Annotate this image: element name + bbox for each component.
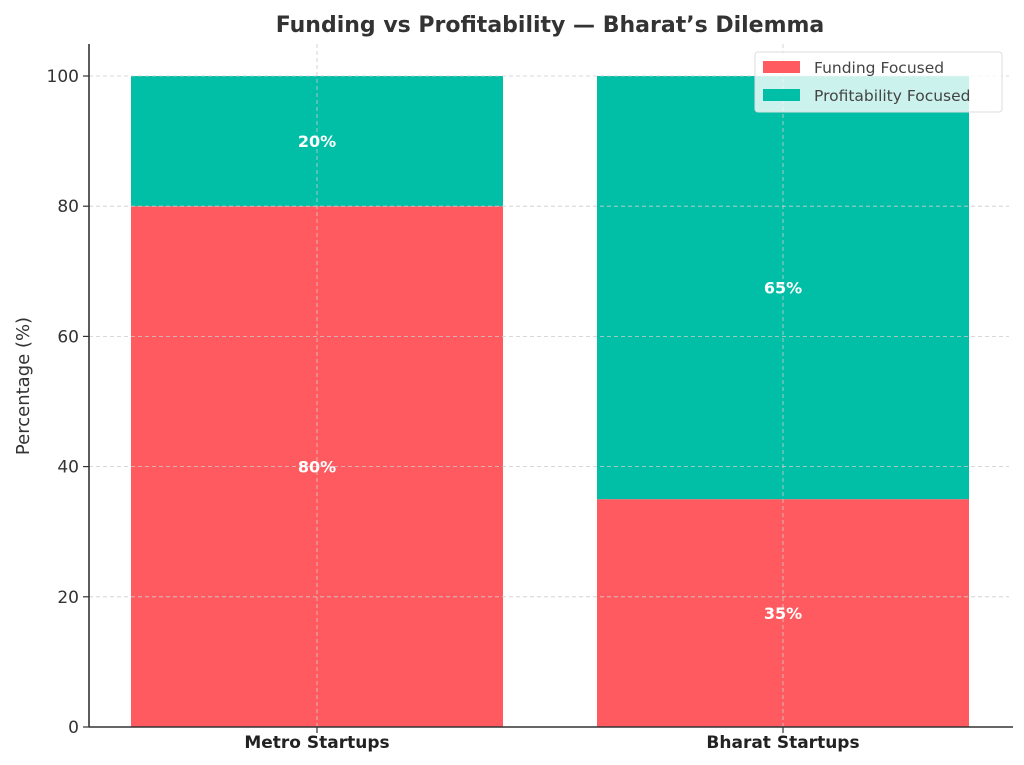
data-label: 35% [764, 604, 802, 623]
legend-box [754, 51, 1003, 113]
y-tick-label: 60 [57, 327, 79, 347]
y-tick-label: 40 [57, 458, 79, 478]
y-axis-label: Percentage (%) [13, 317, 34, 455]
data-label: 20% [298, 132, 336, 151]
y-tick-label: 0 [68, 718, 79, 738]
y-tick-label: 80 [57, 197, 79, 217]
legend-swatch-funding [763, 61, 800, 73]
legend-label-funding: Funding Focused [814, 59, 944, 77]
data-label: 65% [764, 279, 802, 298]
axes-layer: 0 20 40 60 80 100 Metro Startups Bharat Startup… [47, 44, 1013, 753]
bar-bharat-startups-profitability-focused [597, 76, 969, 500]
data-label: 80% [298, 458, 336, 477]
chart-title: Funding vs Profitability — Bharat’s Dile… [276, 13, 825, 38]
x-tick-label: Metro Startups [244, 733, 389, 753]
y-tick-label: 100 [47, 67, 79, 87]
x-tick-label: Bharat Startups [706, 733, 859, 753]
data-labels-layer: 80% 20% 35% 65% [298, 132, 802, 623]
legend-swatch-profitability [763, 89, 800, 101]
legend: Funding Focused Profitability Focused [754, 51, 1003, 113]
y-tick-label: 20 [57, 588, 79, 608]
legend-label-profitability: Profitability Focused [814, 87, 971, 105]
bars-layer [131, 76, 969, 727]
